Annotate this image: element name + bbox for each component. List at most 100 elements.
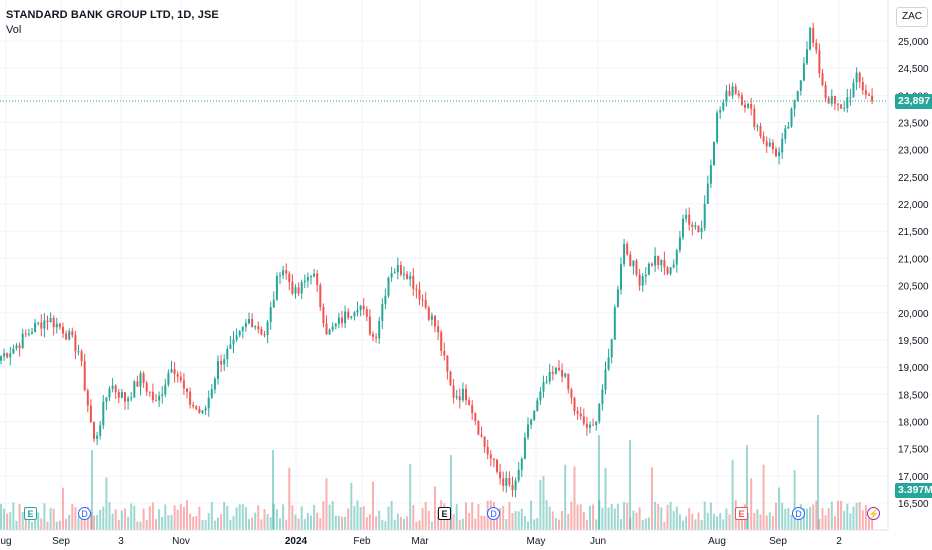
volume-bar <box>713 513 715 530</box>
candle-body <box>527 424 529 438</box>
candle-body <box>802 63 805 81</box>
candle-body <box>548 372 551 382</box>
volume-bar <box>418 520 421 530</box>
volume-bar <box>601 507 604 530</box>
volume-bar <box>660 507 663 530</box>
candle-body <box>744 104 746 108</box>
candle-body <box>427 307 430 320</box>
volume-bar <box>533 519 536 530</box>
candle-body <box>387 277 390 296</box>
candle-body <box>492 458 495 460</box>
volume-bar <box>579 504 582 530</box>
volume-bar <box>638 507 641 530</box>
volume-bar <box>43 503 46 530</box>
candle-body <box>753 108 756 127</box>
volume-bar <box>499 508 502 530</box>
y-tick-label: 21,000 <box>898 254 929 265</box>
candle-body <box>21 333 24 349</box>
earnings-event-marker[interactable]: E <box>24 507 37 520</box>
candle-body <box>790 108 793 127</box>
volume-bar <box>508 502 511 530</box>
volume-bar <box>254 512 257 530</box>
volume-bar <box>167 515 170 530</box>
candle-body <box>127 398 130 402</box>
candle-body <box>251 318 254 328</box>
volume-bar <box>164 504 167 530</box>
volume-bar <box>189 513 192 530</box>
x-tick-label: Sep <box>769 536 787 547</box>
volume-bar <box>356 500 359 530</box>
volume-bar <box>651 467 653 530</box>
candle-body <box>12 348 15 354</box>
earnings-event-marker[interactable]: E <box>735 507 748 520</box>
volume-bar <box>846 503 849 530</box>
volume-bar <box>449 518 452 530</box>
volume-bar <box>384 521 387 530</box>
candle-body <box>331 326 334 330</box>
candle-body <box>279 275 281 277</box>
candle-body <box>204 408 207 411</box>
volume-bar <box>542 476 545 530</box>
candle-body <box>483 436 486 447</box>
dividend-event-marker[interactable]: D <box>487 507 500 520</box>
candle-body <box>99 425 102 436</box>
candle-body <box>812 27 815 43</box>
candle-body <box>446 355 449 372</box>
candle-body <box>133 381 136 398</box>
volume-bar <box>716 516 719 530</box>
candle-body <box>406 274 409 280</box>
dividend-event-marker[interactable]: D <box>792 507 805 520</box>
volume-bar <box>573 466 576 530</box>
candle-body <box>644 274 647 277</box>
x-tick-label: Jun <box>590 536 606 547</box>
volume-bar <box>310 515 312 530</box>
candle-body <box>235 335 238 340</box>
volume-bar <box>294 514 297 530</box>
volume-bar <box>381 520 384 530</box>
volume-bar <box>629 517 632 530</box>
volume-bar <box>778 487 781 530</box>
volume-bar <box>71 504 74 530</box>
candle-body <box>52 317 55 328</box>
candle-body <box>71 331 74 336</box>
volume-bar <box>809 506 812 530</box>
split-event-marker[interactable]: ⚡ <box>867 507 880 520</box>
volume-bar <box>365 517 368 530</box>
candle-body <box>244 323 247 328</box>
candle-body <box>43 320 46 329</box>
volume-bar <box>55 521 58 530</box>
y-tick-label: 19,500 <box>898 336 929 347</box>
earnings-event-marker[interactable]: E <box>438 507 451 520</box>
volume-bar <box>849 513 852 530</box>
candle-body <box>285 270 288 274</box>
volume-bar <box>130 503 133 530</box>
volume-bar <box>368 514 371 530</box>
volume-bar <box>530 500 533 530</box>
candle-body <box>846 97 849 109</box>
volume-bar <box>176 509 179 530</box>
volume-bar <box>148 506 151 530</box>
candle-body <box>415 288 418 290</box>
candle-body <box>306 277 309 281</box>
volume-bar <box>561 511 564 530</box>
candle-body <box>713 141 715 166</box>
scale-currency-button[interactable]: ZAC <box>896 7 928 27</box>
dividend-event-marker[interactable]: D <box>78 507 91 520</box>
volume-bar <box>399 517 402 530</box>
candle-body <box>737 93 740 96</box>
volume-bar <box>241 504 244 530</box>
candle-body <box>461 388 464 401</box>
volume-bar <box>15 520 18 530</box>
candle-body <box>337 317 340 324</box>
volume-bar <box>272 503 275 530</box>
candle-body <box>117 391 120 398</box>
volume-bar <box>40 518 43 530</box>
y-tick-label: 16,500 <box>898 499 929 510</box>
chart-title: STANDARD BANK GROUP LTD, 1D, JSE <box>6 9 219 21</box>
candle-body <box>607 357 610 370</box>
candle-body <box>666 267 669 274</box>
volume-bar <box>613 508 616 530</box>
candle-body <box>669 267 672 274</box>
volume-bar <box>282 504 285 530</box>
